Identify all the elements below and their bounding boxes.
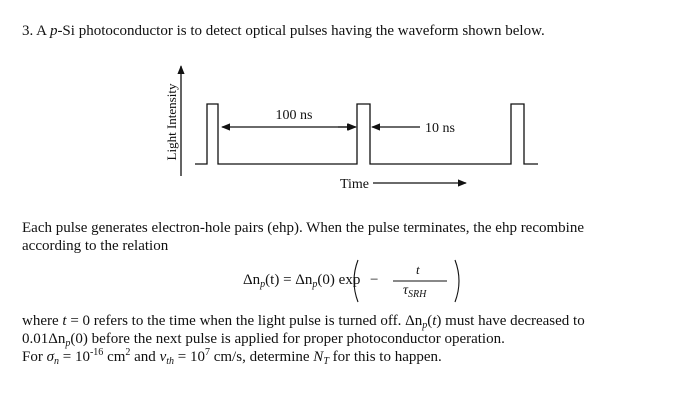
paragraph-line: according to the relation xyxy=(22,238,169,254)
text: 7 xyxy=(204,347,210,358)
question-line: 3. A p-Si photoconductor is to detect op… xyxy=(22,22,545,40)
width-label: 10 ns xyxy=(425,121,455,136)
text: = 0 refers to the time when the light pu… xyxy=(66,313,423,329)
text: -16 xyxy=(89,347,104,358)
text: 2 xyxy=(125,347,131,358)
text: n xyxy=(54,356,59,367)
text: (t) = Δn xyxy=(265,272,313,288)
text: th xyxy=(166,356,175,367)
text: − xyxy=(370,272,379,288)
text: p xyxy=(49,23,58,39)
text: cm xyxy=(103,349,126,365)
paren xyxy=(353,259,359,303)
text: and xyxy=(130,349,160,365)
text: p xyxy=(260,279,266,290)
paragraph-line: For σn = 10-16 cm2 and vth = 107 cm/s, d… xyxy=(22,347,442,367)
text: t xyxy=(432,313,437,329)
text: cm/s, determine xyxy=(209,349,314,365)
text: ( xyxy=(427,313,433,329)
text: 0.01Δn xyxy=(22,331,66,347)
text: v xyxy=(159,349,167,365)
waveform xyxy=(195,103,538,165)
x-label: Time xyxy=(340,177,369,192)
text: p xyxy=(312,279,318,290)
paragraph-line: Each pulse generates electron-hole pairs… xyxy=(22,220,584,236)
text: -Si photoconductor is to detect optical … xyxy=(57,23,545,39)
text: p xyxy=(65,338,71,349)
equation: Δnp(t) = Δnp(0) exp xyxy=(243,272,361,290)
text: N xyxy=(313,349,324,365)
text: ) must have decreased to xyxy=(436,313,585,329)
text: where xyxy=(22,313,63,329)
text: σ xyxy=(46,349,54,365)
text: τ xyxy=(403,283,409,298)
text: τSRH xyxy=(403,283,427,300)
paragraph-line: 0.01Δnp(0) before the next pulse is appl… xyxy=(22,330,505,349)
text: = 10 xyxy=(174,349,205,365)
text: for this to happen. xyxy=(328,349,442,365)
y-label: Light Intensity xyxy=(164,83,179,160)
text: (0) before the next pulse is applied for… xyxy=(70,331,505,347)
text: (0) exp xyxy=(317,272,361,288)
paren xyxy=(454,259,460,303)
text: Δn xyxy=(243,272,261,288)
text: p xyxy=(422,320,428,331)
text: t xyxy=(416,262,420,277)
paragraph-line: where t = 0 refers to the time when the … xyxy=(22,312,585,331)
text: SRH xyxy=(408,289,427,300)
text: For xyxy=(22,349,47,365)
text: T xyxy=(323,356,329,367)
text: 3. A xyxy=(22,23,50,39)
period-label: 100 ns xyxy=(276,108,313,123)
text: = 10 xyxy=(59,349,90,365)
text: t xyxy=(62,313,67,329)
